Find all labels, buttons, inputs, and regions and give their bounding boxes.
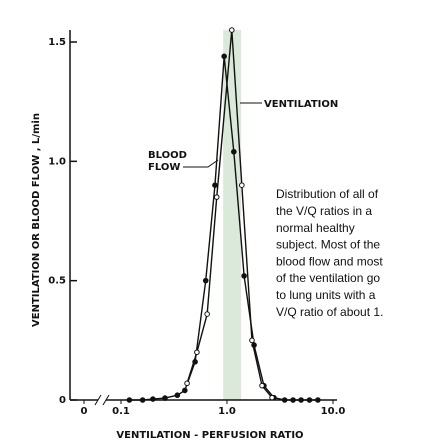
data-point (315, 397, 321, 403)
data-point (231, 148, 237, 155)
data-point (202, 277, 209, 284)
data-point (194, 349, 200, 356)
annotation-text: normal healthy (276, 221, 355, 235)
annotation-text: subject. Most of the (276, 238, 380, 252)
data-point (290, 397, 296, 403)
data-point (221, 53, 227, 60)
data-point (259, 382, 265, 389)
data-point (306, 397, 313, 403)
data-point (184, 380, 190, 387)
x-axis-title: VENTILATION - PERFUSION RATIO (116, 430, 303, 441)
shaded-band (223, 30, 242, 400)
annotation-text: blood flow and most (276, 254, 383, 268)
x-tick-label: 10.0 (321, 406, 346, 417)
annotation-text: to lung units with a (276, 288, 376, 302)
y-tick-label: 0 (59, 395, 66, 406)
annotation-text: the V/Q ratios in a (276, 204, 372, 218)
series-label: VENTILATION (264, 99, 338, 110)
data-point (150, 396, 156, 402)
leader-line (183, 159, 219, 168)
data-point (241, 273, 247, 279)
x-tick-label: 1.0 (218, 406, 236, 417)
data-point (182, 387, 188, 394)
y-tick-label: 0.5 (48, 276, 66, 287)
x-tick-label: 0 (81, 406, 88, 417)
y-axis-title: VENTILATION OR BLOOD FLOW , L/min (31, 113, 42, 327)
data-point (229, 27, 235, 33)
annotation-text: of the ventilation go (276, 271, 380, 285)
y-tick-label: 1.0 (48, 156, 66, 167)
axis-break (94, 394, 110, 406)
data-point (204, 311, 210, 317)
data-point (213, 194, 220, 200)
data-point (298, 397, 304, 403)
series-label: BLOOD (148, 150, 187, 161)
data-point (126, 397, 133, 403)
data-point (162, 395, 168, 401)
data-point (269, 394, 275, 401)
data-point (281, 397, 288, 403)
data-point (174, 392, 181, 399)
y-tick-label: 1.5 (48, 37, 66, 48)
data-point (249, 337, 255, 344)
annotation-text: V/Q ratio of about 1. (276, 305, 383, 319)
data-point (139, 397, 146, 403)
annotation-text: Distribution of all of (276, 187, 379, 201)
data-point (239, 182, 245, 188)
data-point (212, 182, 218, 188)
series-label: FLOW (148, 162, 180, 173)
x-tick-label: 0.1 (112, 406, 130, 417)
